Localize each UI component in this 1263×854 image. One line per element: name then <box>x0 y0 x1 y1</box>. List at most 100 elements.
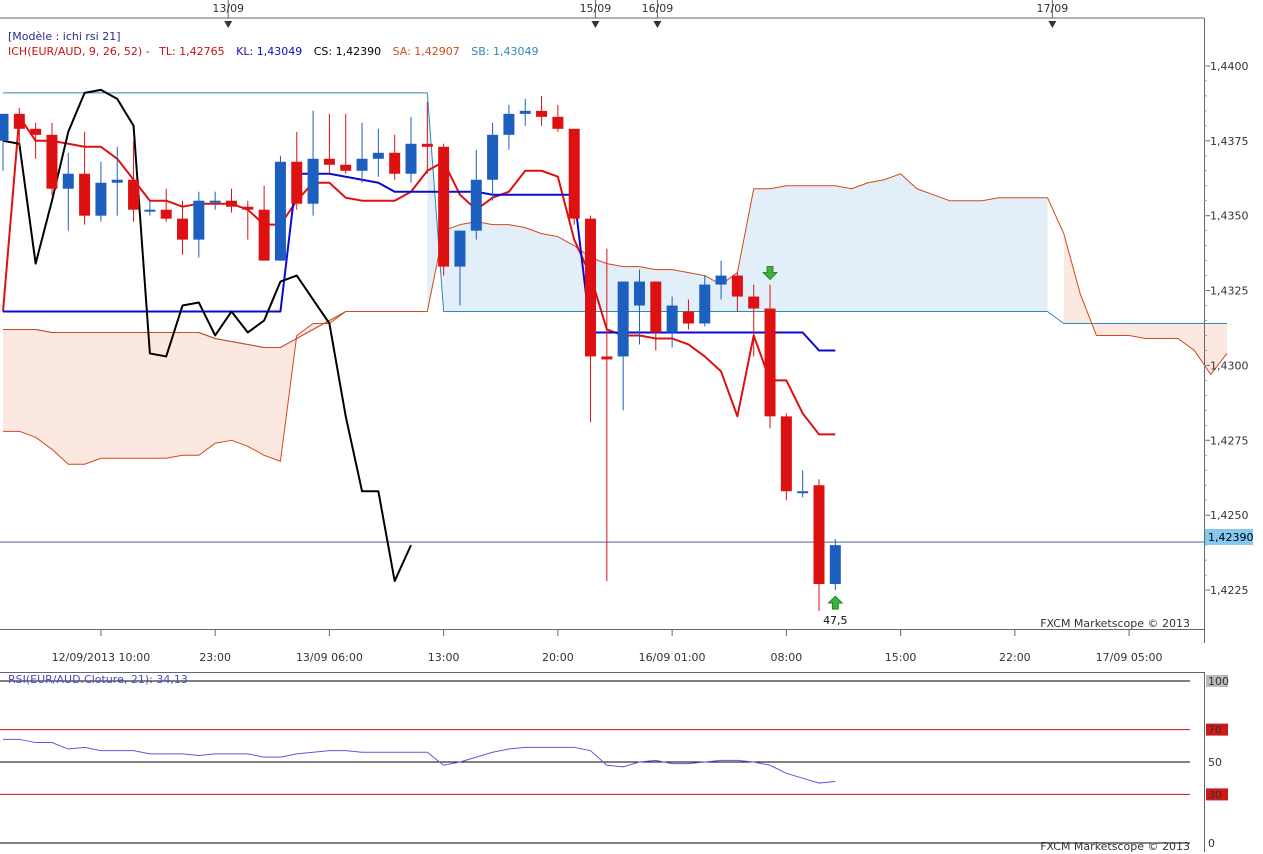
y-tick-label: 1,4300 <box>1210 359 1249 372</box>
candle-body <box>46 134 58 189</box>
candle-body <box>258 209 270 261</box>
top-date-marker <box>591 21 600 28</box>
rsi-level-label: 70 <box>1208 724 1222 737</box>
candle-body <box>503 113 515 135</box>
y-tick-label: 1,4225 <box>1210 584 1249 597</box>
candle-body <box>62 173 74 189</box>
time-axis: 12/09/2013 10:00 23:00 13/09 06:00 13:00 20:… <box>52 629 1163 664</box>
rsi-level-tag-bg <box>1206 837 1228 849</box>
y-tick-label: 1,4250 <box>1210 509 1249 522</box>
candle-body <box>128 179 140 210</box>
candle-body <box>797 491 809 494</box>
candle-body <box>470 179 482 231</box>
rsi-level-label: 0 <box>1208 837 1215 850</box>
candle-body <box>0 113 9 141</box>
candle-body <box>650 281 662 333</box>
candle-body <box>209 200 221 203</box>
rsi-level-tag-bg <box>1206 675 1228 687</box>
indicator-lines <box>0 88 1228 583</box>
rsi-level-tag-bg <box>1206 756 1228 768</box>
signal-arrows: 47,5 <box>762 266 848 627</box>
candle-body <box>144 209 156 212</box>
legend-sa: SA: 1,42907 <box>393 45 460 58</box>
y-tick-label: 1,4375 <box>1210 135 1249 148</box>
candle-body <box>813 485 825 585</box>
candle-body <box>111 179 123 183</box>
candle-body <box>568 128 580 219</box>
rsi-level-label: 50 <box>1208 756 1222 769</box>
candle-body <box>356 158 368 171</box>
ich-prefix: ICH(EUR/AUD, 9, 26, 52) - <box>8 45 150 58</box>
x-tick-label: 22:00 <box>999 651 1031 664</box>
rsi-level-label: 100 <box>1208 675 1229 688</box>
candle-body <box>617 281 629 357</box>
rsi-level-tag-bg <box>1206 788 1228 801</box>
candle-body <box>340 164 352 171</box>
y-tick-label: 1,4400 <box>1210 60 1249 73</box>
buy-signal-arrow <box>827 595 844 610</box>
candle-body <box>601 356 613 360</box>
y-tick-label: 1,4350 <box>1210 210 1249 223</box>
rsi-title: RSI(EUR/AUD.Cloture, 21): 34,13 <box>8 673 188 686</box>
candlesticks <box>0 95 841 612</box>
chikou-line <box>2 88 412 583</box>
model-label: [Modèle : ichi rsi 21] <box>8 30 121 43</box>
rsi-indicator: 100 70 50 30 0 <box>0 675 1229 850</box>
signal-value-label: 47,5 <box>823 614 848 627</box>
legend-kl: KL: 1,43049 <box>236 45 302 58</box>
x-tick-label: 23:00 <box>199 651 231 664</box>
candle-body <box>405 143 417 174</box>
candle-body <box>536 110 548 117</box>
legend-sb: SB: 1,43049 <box>471 45 538 58</box>
rsi-line <box>3 738 836 784</box>
candle-body <box>225 200 237 207</box>
current-price-tag: 1,42390 <box>1208 531 1254 544</box>
candle-body <box>699 284 711 324</box>
y-tick-label: 1,4325 <box>1210 285 1249 298</box>
ich-legend: ICH(EUR/AUD, 9, 26, 52) - TL: 1,42765 KL… <box>8 45 539 58</box>
candle-body <box>748 296 760 309</box>
top-date-markers: 13/09 15/09 16/09 17/09 <box>212 0 1068 28</box>
senkou-a-past-line <box>3 311 347 465</box>
x-tick-label: 12/09/2013 10:00 <box>52 651 151 664</box>
candle-body <box>715 275 727 285</box>
candle-body <box>13 113 25 129</box>
candle-body <box>829 545 841 585</box>
top-date-label: 13/09 <box>212 2 244 15</box>
candle-body <box>438 146 450 267</box>
candle-body <box>291 161 303 204</box>
cloud-bearish <box>1063 233 1227 375</box>
x-tick-label: 16/09 01:00 <box>639 651 706 664</box>
x-tick-label: 17/09 05:00 <box>1096 651 1163 664</box>
candle-body <box>633 281 645 306</box>
x-tick-label: 13:00 <box>428 651 460 664</box>
candle-body <box>731 275 743 297</box>
current-price-tag-bg <box>1205 529 1253 545</box>
rsi-level-tag-bg <box>1206 723 1228 736</box>
candle-body <box>454 230 466 267</box>
candle-body <box>389 152 401 174</box>
kijun-line <box>3 172 836 352</box>
candle-body <box>177 218 189 240</box>
candle-body <box>666 305 678 333</box>
watermark-rsi: FXCM Marketscope © 2013 <box>1040 840 1190 853</box>
top-date-label: 17/09 <box>1037 2 1069 15</box>
candle-body <box>585 218 597 357</box>
top-date-marker <box>224 21 233 28</box>
candle-body <box>421 143 433 147</box>
candle-body <box>242 206 254 210</box>
cloud-past-bearish <box>3 311 346 465</box>
tenkan-line <box>2 115 836 436</box>
x-tick-label: 08:00 <box>771 651 803 664</box>
top-date-label: 16/09 <box>642 2 674 15</box>
candle-body <box>30 128 42 135</box>
candle-body <box>487 134 499 180</box>
y-tick-label: 1,4275 <box>1210 434 1249 447</box>
candle-body <box>780 416 792 492</box>
legend-cs: CS: 1,42390 <box>314 45 381 58</box>
candle-body <box>323 158 335 165</box>
top-date-marker <box>1048 21 1057 28</box>
x-tick-label: 15:00 <box>885 651 917 664</box>
watermark-main: FXCM Marketscope © 2013 <box>1040 617 1190 630</box>
